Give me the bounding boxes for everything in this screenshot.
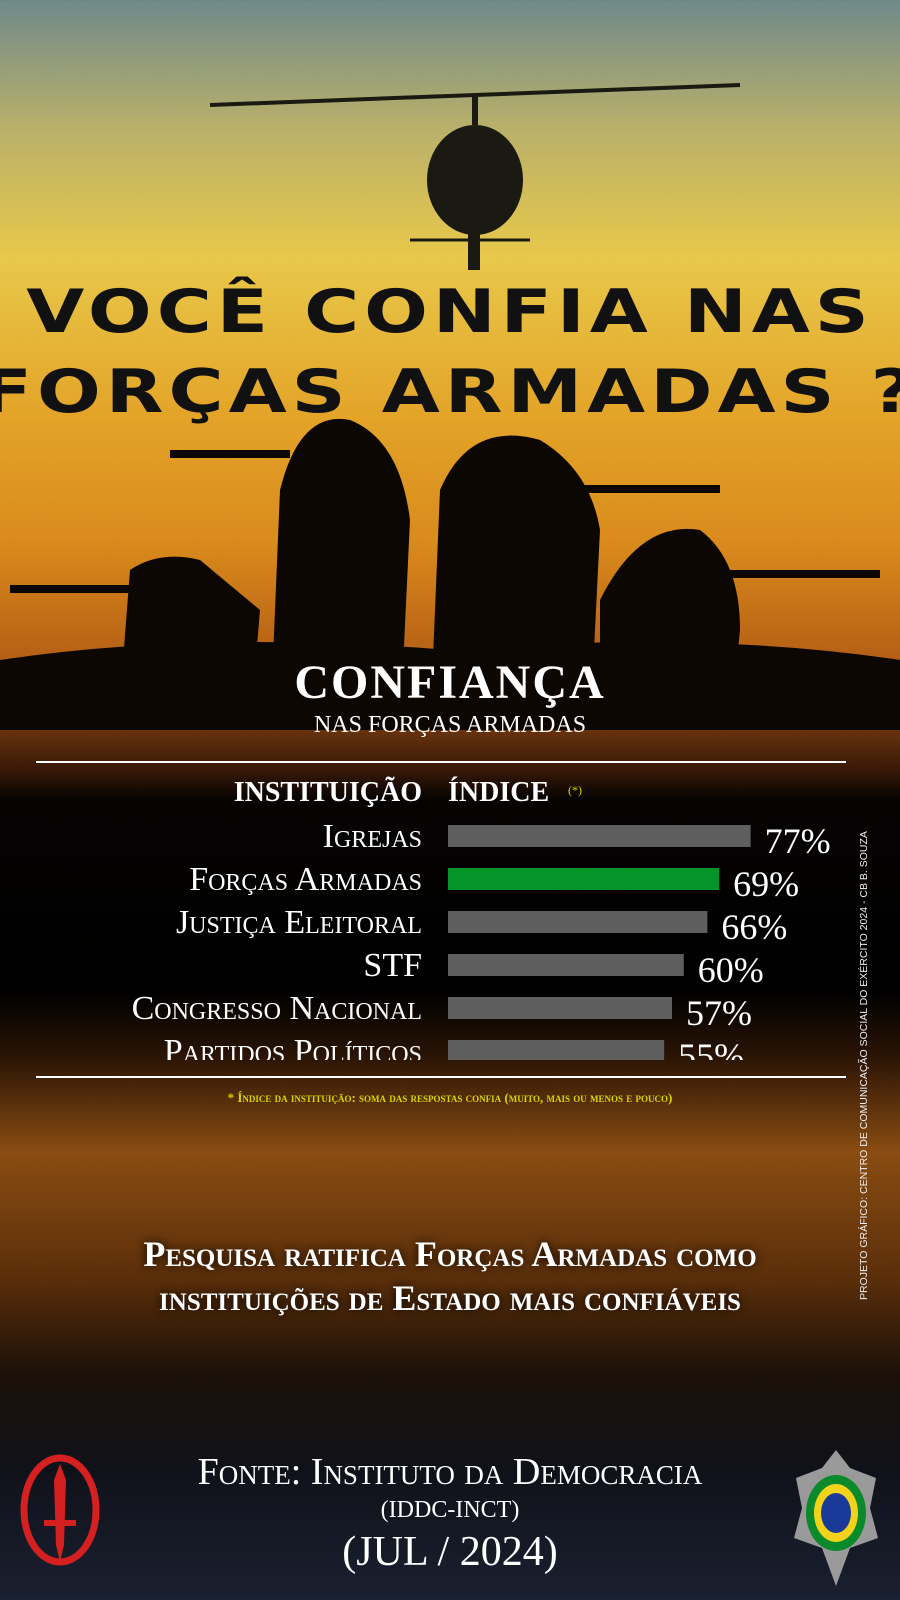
value-label: 60% xyxy=(698,950,764,990)
headline-line2: FORÇAS ARMADAS ? xyxy=(0,357,900,427)
helicopter-silhouette xyxy=(210,83,741,270)
footnote: * Índice da instituição: soma das respos… xyxy=(227,1090,673,1105)
bar xyxy=(448,868,720,890)
category-label: Igrejas xyxy=(323,818,422,855)
exercito-brasileiro-emblem xyxy=(794,1450,878,1586)
source-date: (JUL / 2024) xyxy=(342,1529,558,1575)
headline-line1: VOCÊ CONFIA NAS xyxy=(26,277,874,347)
category-label: Partidos Políticos xyxy=(164,1033,422,1060)
source-line1: Fonte: Instituto da Democracia xyxy=(197,1451,703,1493)
category-label: Justiça Eleitoral xyxy=(176,904,422,941)
category-label: Forças Armadas xyxy=(189,861,422,898)
value-header: ÍNDICE xyxy=(448,777,549,808)
bar xyxy=(448,825,751,847)
category-header: INSTITUIÇÃO xyxy=(234,777,422,808)
bar xyxy=(448,911,708,933)
soldiers-silhouette xyxy=(0,418,900,730)
value-label: 69% xyxy=(733,864,799,904)
tagline-line2: instituições de Estado mais confiáveis xyxy=(159,1278,741,1318)
ccomsex-logo xyxy=(20,1454,100,1566)
bar xyxy=(448,954,684,976)
divider-top xyxy=(36,761,846,763)
bar xyxy=(448,997,673,1019)
design-credit: PROJETO GRÁFICO: CENTRO DE COMUNICAÇÃO S… xyxy=(858,831,870,1300)
tagline-line1: Pesquisa ratifica Forças Armadas como xyxy=(143,1234,757,1274)
bar-chart: INSTITUIÇÃO ÍNDICE (*) Igrejas 77% Forças … xyxy=(132,777,831,1060)
value-label: 57% xyxy=(686,993,752,1033)
bar xyxy=(448,1040,665,1060)
source-line2: (IDDC-INCT) xyxy=(380,1497,520,1523)
divider-bottom xyxy=(36,1076,846,1078)
chart-title: CONFIANÇA xyxy=(294,656,606,709)
headline: VOCÊ CONFIA NAS FORÇAS ARMADAS ? xyxy=(0,272,900,432)
chart-subtitle: NAS FORÇAS ARMADAS xyxy=(313,712,587,738)
value-header-marker: (*) xyxy=(568,783,582,797)
value-label: 55% xyxy=(678,1036,744,1060)
category-label: STF xyxy=(363,947,422,984)
value-label: 66% xyxy=(721,907,787,947)
tagline: Pesquisa ratifica Forças Armadas como in… xyxy=(0,1232,900,1320)
value-label: 77% xyxy=(765,821,831,861)
category-label: Congresso Nacional xyxy=(132,990,422,1027)
